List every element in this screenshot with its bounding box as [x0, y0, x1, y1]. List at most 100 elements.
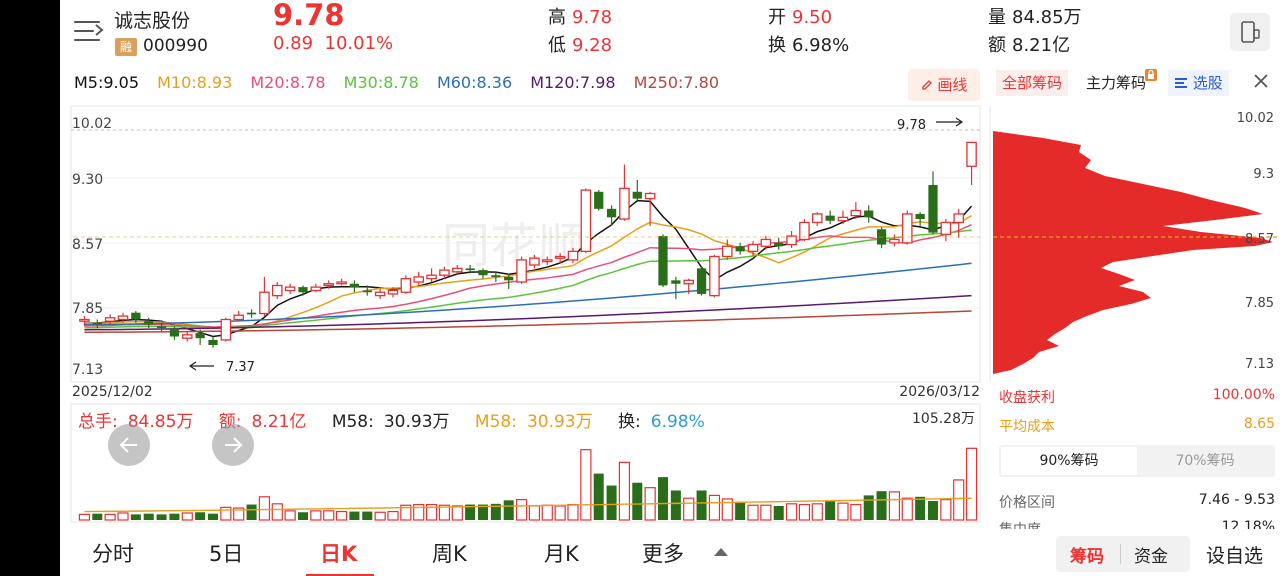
add-watchlist-button[interactable]: 设自选: [1206, 545, 1264, 567]
min-arrow-icon: [188, 361, 214, 371]
menu-icon[interactable]: [74, 18, 104, 44]
candle-body: [709, 255, 720, 297]
next-arrow-button[interactable]: [212, 424, 254, 466]
candle-body: [799, 221, 810, 241]
max-price-annotation: 9.78: [897, 118, 926, 133]
candle-body: [478, 270, 488, 276]
ma10-label: M10:8.93: [157, 73, 233, 92]
volume: 量 84.85万: [988, 7, 1082, 28]
candle-body: [554, 255, 566, 259]
high-price: 高 9.78: [548, 7, 613, 28]
price-tick-label: 8.57: [72, 237, 103, 253]
volume-bar: [708, 494, 721, 521]
candle-body: [889, 238, 900, 244]
chip-percent-toggle[interactable]: 90%筹码 70%筹码: [999, 445, 1275, 477]
candle-body: [259, 291, 270, 315]
candle-body: [747, 243, 759, 253]
tab-more[interactable]: 更多: [642, 542, 684, 566]
tab-funds[interactable]: 资金: [1134, 547, 1168, 567]
max-arrow-icon: [936, 117, 964, 127]
volume-bar: [297, 512, 309, 520]
volume-bar: [181, 512, 193, 521]
candle-body: [400, 277, 412, 293]
volume-bar: [696, 490, 707, 520]
volume-bar: [477, 504, 489, 520]
volume-bar: [130, 514, 141, 520]
volume-turnover: 换: 6.98%: [618, 412, 705, 432]
volume-bar: [92, 513, 103, 520]
prev-arrow-button[interactable]: [108, 424, 150, 466]
candle-body: [195, 333, 205, 339]
ma-line: [84, 294, 972, 331]
candle-body: [374, 291, 386, 297]
price-change: 0.89 10.01%: [273, 33, 394, 54]
ma20-label: M20:8.78: [250, 73, 326, 92]
candle-body: [169, 329, 180, 337]
tab-5day[interactable]: 5日: [209, 542, 244, 566]
volume-bar: [349, 511, 360, 520]
volume-bar: [657, 477, 669, 520]
candle-body: [131, 312, 141, 320]
candle-body: [644, 192, 656, 200]
volume-bar: [773, 505, 784, 520]
tab-chips[interactable]: 筹码: [1070, 547, 1104, 567]
draw-line-button[interactable]: 画线: [908, 69, 980, 101]
price-tick-label: 9.30: [72, 172, 103, 188]
concentration-row: 集中度12.18%: [999, 519, 1275, 529]
volume-bar: [438, 504, 451, 521]
tab-monthly-k[interactable]: 月K: [544, 542, 579, 566]
caret-up-icon[interactable]: [714, 548, 728, 556]
candle-body: [606, 208, 617, 218]
volume-bar: [156, 514, 167, 520]
candle-body: [722, 245, 733, 258]
candle-body: [632, 191, 642, 199]
toggle-90[interactable]: 90%筹码: [1001, 447, 1137, 475]
volume-bar: [670, 490, 681, 520]
volume-legend: 总手: 84.85万 额: 8.21亿 M58: 30.93万 M58: 30.93万 …: [78, 407, 725, 432]
toggle-70[interactable]: 70%筹码: [1175, 453, 1235, 469]
volume-bar: [965, 447, 978, 521]
candle-body: [567, 250, 579, 261]
candle-body: [413, 276, 424, 283]
kline-chart[interactable]: 同花顺 10.02 9.30 8.57 7.85 7.13 10.02 9.3 8.57 7.8…: [60, 0, 1280, 576]
pencil-icon: [921, 80, 932, 90]
volume-bar: [169, 513, 180, 520]
volume-bar: [747, 504, 759, 521]
watermark: 同花顺: [442, 218, 586, 274]
volume-bar: [760, 504, 772, 521]
candle-body: [850, 209, 862, 217]
kline-frame: [70, 105, 981, 383]
volume-bar: [310, 510, 322, 521]
mobile-toggle-button[interactable]: [1230, 13, 1270, 51]
volume-bar: [927, 501, 939, 520]
volume-bar: [825, 501, 836, 520]
tab-all-chips[interactable]: 全部筹码: [996, 70, 1069, 96]
ma-legend: M5:9.05 M10:8.93 M20:8.78 M30:8.78 M60:8…: [74, 73, 732, 92]
close-icon[interactable]: [1252, 72, 1270, 90]
tab-daily-k[interactable]: 日K: [320, 542, 358, 566]
volume-ma-line: [84, 497, 972, 513]
candle-body: [966, 141, 977, 167]
stock-app: 诚志股份 融 000990 9.78 0.89 10.01% 高 9.78 低 9.…: [60, 0, 1280, 576]
tab-main-chips[interactable]: 主力筹码: [1086, 69, 1157, 96]
chip-tick-label: 7.85: [1245, 296, 1274, 311]
chip-distribution: [993, 131, 1273, 374]
volume-bar: [915, 496, 926, 520]
lock-badge-icon: [1145, 69, 1157, 81]
volume-bar: [593, 473, 604, 520]
volume-bar: [515, 499, 528, 521]
volume-bar: [400, 504, 412, 521]
volume-bar: [528, 505, 541, 521]
tab-weekly-k[interactable]: 周K: [432, 542, 467, 566]
volume-bar: [503, 500, 514, 520]
volume-bar: [683, 497, 695, 521]
tab-intraday[interactable]: 分时: [92, 542, 134, 566]
margin-badge: 融: [115, 38, 137, 56]
candle-body: [220, 318, 232, 341]
volume-bar: [233, 507, 245, 521]
candle-body: [580, 189, 592, 253]
arrow-right-icon: [225, 437, 243, 453]
select-stock-button[interactable]: 选股: [1168, 70, 1229, 96]
volume-bar: [721, 498, 733, 521]
price-tick-label: 10.02: [72, 116, 112, 132]
